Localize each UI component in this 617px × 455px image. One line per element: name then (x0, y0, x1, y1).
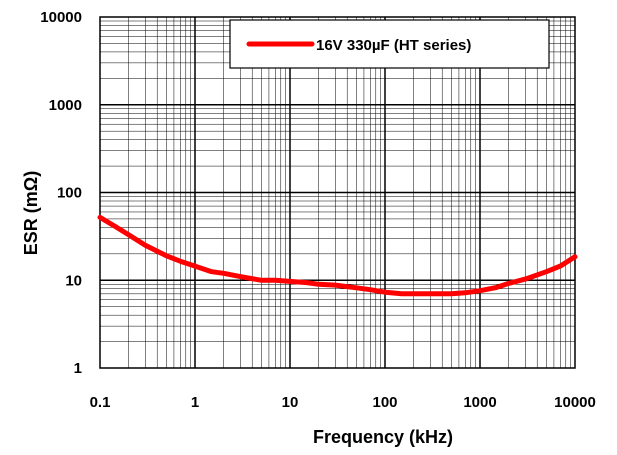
y-tick-label: 10 (65, 272, 82, 289)
x-tick-label: 1 (191, 394, 199, 411)
legend: 16V 330µF (HT series) (229, 19, 550, 69)
series-layer (97, 214, 578, 297)
x-tick-label: 10000 (554, 394, 596, 411)
y-tick-label: 1 (74, 360, 82, 377)
y-axis-title: ESR (mΩ) (21, 171, 41, 255)
x-tick-label: 10 (282, 394, 299, 411)
y-tick-label: 10000 (40, 9, 82, 26)
x-tick-label: 1000 (463, 394, 496, 411)
legend-label: 16V 330µF (HT series) (316, 37, 471, 54)
plot-area-frame (99, 16, 576, 369)
x-tick-labels: 0.1 1 10 100 1000 10000 (90, 394, 596, 411)
x-tick-label: 100 (372, 394, 397, 411)
series-line-0 (97, 214, 578, 297)
y-tick-label: 100 (57, 185, 82, 202)
major-grid (100, 17, 575, 368)
y-tick-label: 1000 (49, 97, 82, 114)
x-axis-title: Frequency (kHz) (313, 427, 453, 447)
x-tick-label: 0.1 (90, 394, 111, 411)
y-tick-labels: 1 10 100 1000 10000 (40, 9, 82, 377)
